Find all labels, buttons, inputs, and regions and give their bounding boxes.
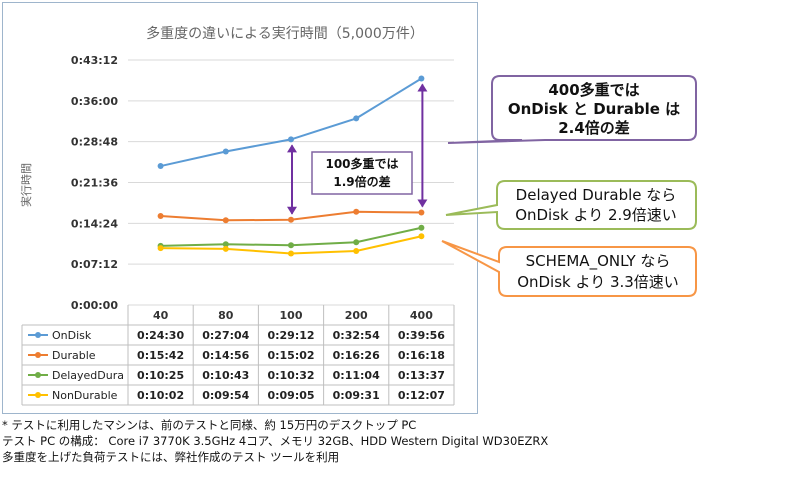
- table-cell: 0:27:04: [202, 329, 249, 342]
- table-cell: 0:14:56: [202, 349, 249, 362]
- callout-delayed-line1: Delayed Durable なら: [516, 186, 677, 204]
- table-cell: 0:10:25: [137, 369, 184, 382]
- legend-key-marker: [35, 392, 41, 398]
- footer-line-1: * テストに利用したマシンは、前のテストと同様、約 15万円のデスクトップ PC: [2, 418, 417, 432]
- table-cell: 0:10:02: [137, 389, 184, 402]
- footer-line-2: テスト PC の構成： Core i7 3770K 3.5GHz 4コア、メモリ…: [2, 434, 549, 448]
- table-cell: 0:10:43: [202, 369, 249, 382]
- data-point: [222, 241, 229, 248]
- y-tick-label: 0:43:12: [71, 54, 118, 67]
- x-tick-label: 400: [410, 309, 433, 322]
- table-cell: 0:11:04: [333, 369, 380, 382]
- legend-key-marker: [35, 372, 41, 378]
- data-point: [288, 250, 294, 257]
- table-cell: 0:13:37: [398, 369, 445, 382]
- data-point: [157, 245, 164, 252]
- y-tick-label: 0:14:24: [71, 217, 118, 230]
- data-point: [288, 216, 294, 223]
- callout-schema-line1: SCHEMA_ONLY なら: [526, 252, 671, 271]
- footer-line-3: 多重度を上げた負荷テストには、弊社作成のテスト ツールを利用: [2, 450, 340, 464]
- legend-series-name: NonDurable: [52, 389, 118, 402]
- data-point: [288, 136, 294, 143]
- callout-400-line3: 2.4倍の差: [558, 119, 630, 137]
- callout-100-shape: [311, 151, 413, 195]
- callout-delayed: Delayed Durable なら OnDisk より 2.9倍速い: [445, 180, 697, 230]
- gap-arrow-head: [417, 83, 428, 92]
- y-tick-label: 0:28:48: [71, 136, 118, 149]
- gap-arrow-head: [287, 206, 297, 215]
- data-point: [222, 148, 229, 155]
- data-point: [222, 245, 229, 252]
- gap-arrow-head: [287, 144, 297, 153]
- callout-400-shape: [447, 75, 697, 144]
- x-tick-label: 40: [153, 309, 169, 322]
- data-point: [157, 212, 164, 219]
- table-cell: 0:24:30: [137, 329, 184, 342]
- table-cell: 0:39:56: [398, 329, 445, 342]
- callout-delayed-line2: OnDisk より 2.9倍速い: [515, 206, 677, 224]
- x-tick-label: 100: [280, 309, 303, 322]
- data-point: [418, 233, 425, 240]
- legend-series-name: Durable: [52, 349, 96, 362]
- legend-key-marker: [35, 332, 41, 338]
- data-point: [353, 248, 360, 255]
- data-point: [353, 115, 360, 122]
- table-cell: 0:09:54: [202, 389, 249, 402]
- data-point: [353, 208, 360, 215]
- callout-schema-line2: OnDisk より 3.3倍速い: [517, 273, 679, 291]
- chart-svg: 多重度の違いによる実行時間（5,000万件） 実行時間 0:43:12 0:36:…: [19, 25, 697, 406]
- callout-schema: SCHEMA_ONLY なら OnDisk より 3.3倍速い: [441, 240, 697, 297]
- data-point: [418, 209, 425, 216]
- table-cell: 0:12:07: [398, 389, 445, 402]
- table-cell: 0:32:54: [333, 329, 380, 342]
- callout-schema-shape: [441, 240, 697, 297]
- data-point: [288, 242, 294, 249]
- table-cell: 0:16:26: [333, 349, 380, 362]
- table-cell: 0:29:12: [267, 329, 314, 342]
- gap-arrow-head: [417, 199, 428, 208]
- table-cell: 0:09:05: [267, 389, 314, 402]
- callout-100: 100多重では 1.9倍の差: [311, 151, 413, 195]
- callout-100-line1: 100多重では: [325, 156, 398, 171]
- callout-100-line2: 1.9倍の差: [333, 174, 390, 189]
- legend-key-marker: [35, 352, 41, 358]
- y-tick-label: 0:07:12: [71, 258, 118, 271]
- table-cell: 0:16:18: [398, 349, 445, 362]
- x-tick-label: 80: [218, 309, 234, 322]
- legend-series-name: DelayedDura: [52, 369, 124, 382]
- data-point: [222, 217, 229, 224]
- callout-400-line2: OnDisk と Durable は: [508, 100, 680, 118]
- data-point: [418, 224, 425, 231]
- y-tick-label: 0:00:00: [71, 299, 118, 312]
- table-cell: 0:09:31: [333, 389, 380, 402]
- chart-title: 多重度の違いによる実行時間（5,000万件）: [146, 25, 424, 42]
- table-cell: 0:15:02: [267, 349, 314, 362]
- legend-series-name: OnDisk: [52, 329, 92, 342]
- x-tick-label: 200: [345, 309, 368, 322]
- data-point: [157, 163, 164, 170]
- callout-400-line1: 400多重では: [548, 81, 639, 99]
- arrow-layer: [287, 83, 428, 215]
- table-cell: 0:10:32: [267, 369, 314, 382]
- table-cell: 0:15:42: [137, 349, 184, 362]
- callout-400: 400多重では OnDisk と Durable は 2.4倍の差: [447, 75, 697, 144]
- callout-delayed-shape: [445, 180, 697, 230]
- y-tick-label: 0:36:00: [71, 95, 118, 108]
- data-table: 40 80 100 200 400 OnDisk 0:24:30 0:27:04 0:29:12…: [21, 305, 455, 406]
- y-axis-label: 実行時間: [19, 163, 33, 207]
- y-tick-label: 0:21:36: [71, 177, 118, 190]
- data-point: [418, 75, 425, 82]
- series-layer: [157, 75, 425, 257]
- data-point: [353, 239, 360, 246]
